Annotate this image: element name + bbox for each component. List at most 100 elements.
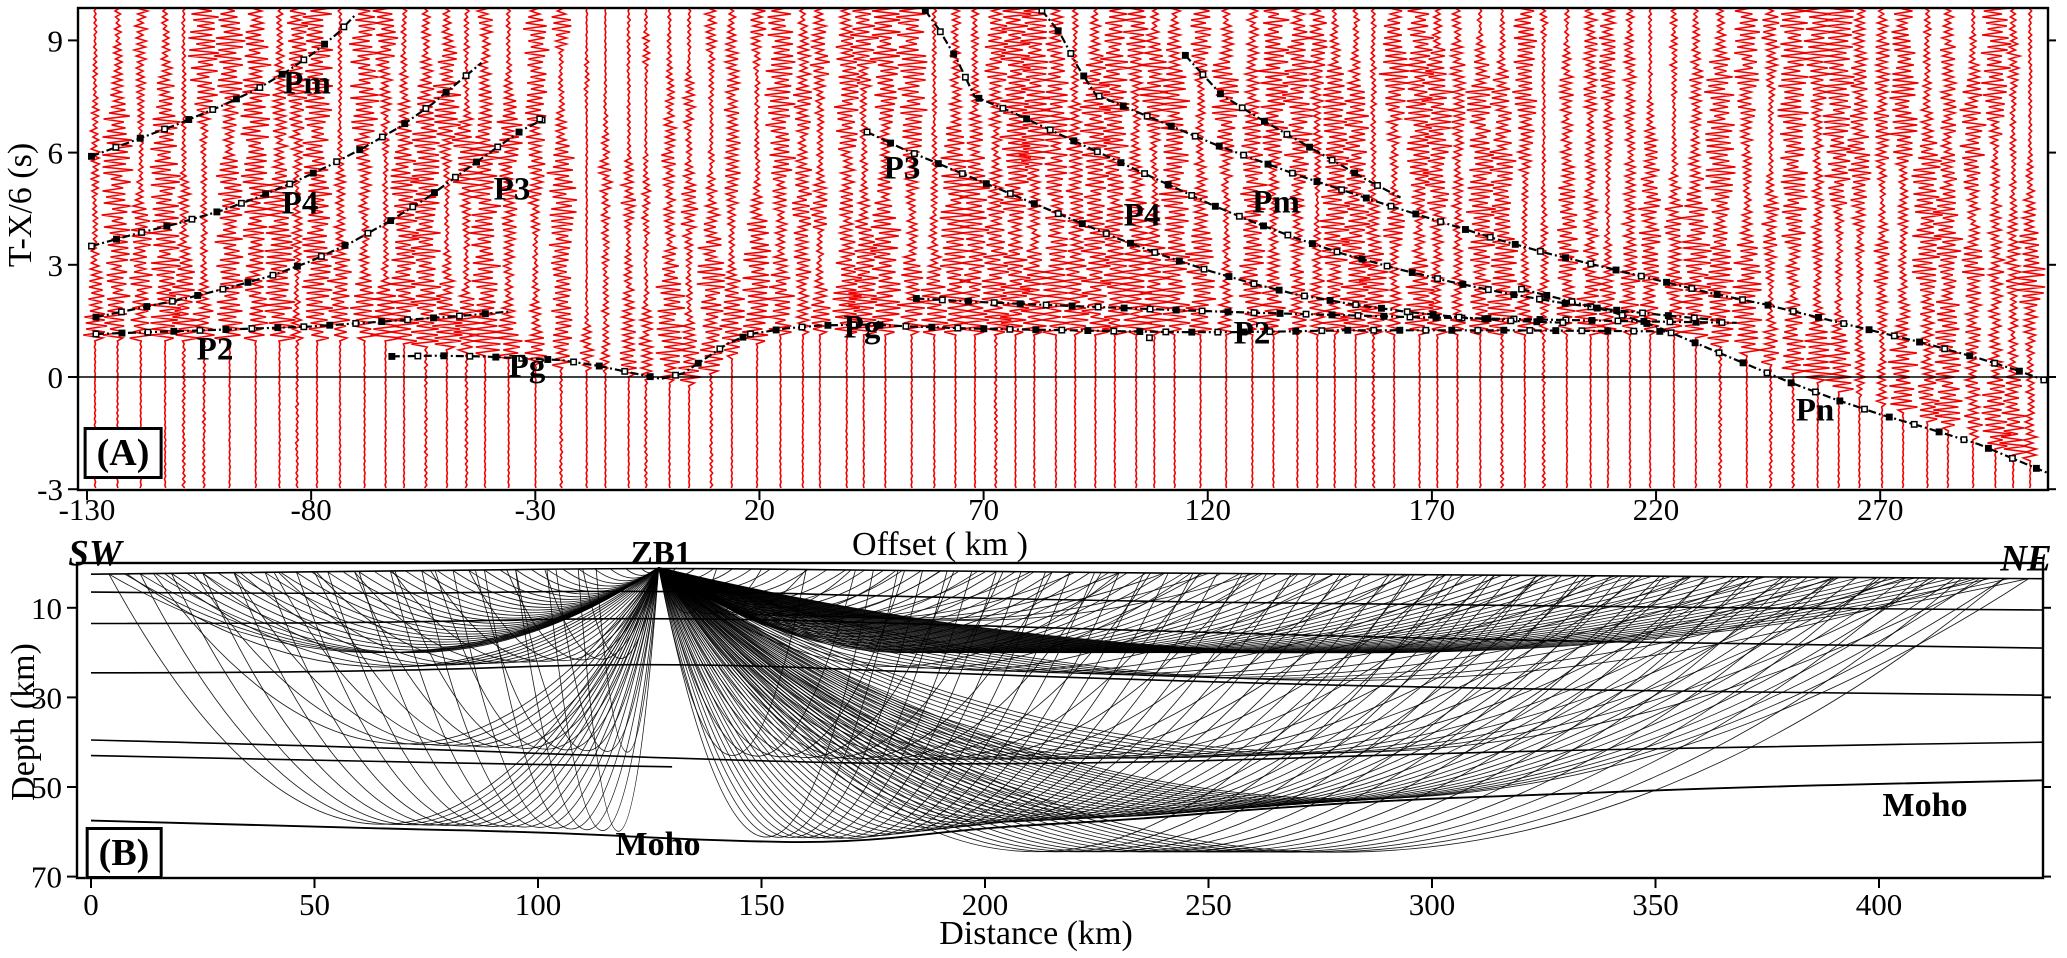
- pick-marker: [88, 152, 95, 160]
- ray: [233, 567, 660, 826]
- pick-marker: [518, 354, 526, 362]
- pick-marker: [1396, 326, 1404, 334]
- shot-point-label-zb1: ZB1: [630, 535, 692, 572]
- pick-marker: [1240, 151, 1248, 159]
- seismic-trace: [389, 8, 420, 489]
- seismic-trace: [301, 8, 334, 489]
- panel-letter-b: (B): [85, 827, 163, 879]
- pick-marker: [1058, 326, 1066, 334]
- pick-marker: [1275, 286, 1283, 294]
- x-tick-label: 50: [299, 887, 330, 922]
- pick-marker: [1030, 200, 1038, 208]
- pick-marker: [934, 160, 942, 168]
- pick-marker: [1308, 240, 1316, 248]
- ray: [658, 567, 1004, 759]
- pick-marker: [912, 295, 920, 302]
- pick-marker: [902, 322, 910, 330]
- y-tick-label: 70: [31, 860, 62, 895]
- pick-marker: [964, 297, 972, 305]
- seismic-trace: [263, 8, 296, 489]
- seismic-trace: [719, 8, 745, 489]
- seismic-traces: [83, 8, 2046, 489]
- seismic-trace: [240, 8, 272, 489]
- pick-marker: [1865, 326, 1873, 334]
- pick-marker: [1302, 310, 1310, 318]
- pick-marker: [300, 323, 308, 331]
- ray: [515, 567, 660, 752]
- seismic-trace: [792, 8, 814, 489]
- pick-marker: [112, 143, 120, 151]
- ray-paths: [108, 567, 2029, 853]
- layer-boundary-b2: [90, 617, 2043, 649]
- pick-marker: [378, 133, 386, 141]
- pick-marker: [1301, 292, 1308, 300]
- pick-marker: [1656, 327, 1664, 335]
- panel-a-y-axis-title: T-X/6 (s): [2, 142, 39, 268]
- pick-marker: [341, 241, 349, 249]
- pick-marker: [1836, 397, 1844, 405]
- pick-marker: [194, 291, 202, 299]
- pick-marker: [1102, 230, 1110, 238]
- seismic-trace: [101, 8, 134, 489]
- pick-marker: [1344, 326, 1352, 334]
- pick-marker: [300, 56, 308, 64]
- pick-marker: [387, 217, 395, 225]
- ray: [240, 567, 659, 666]
- seismic-trace: [832, 8, 863, 489]
- pick-marker: [317, 252, 325, 260]
- pick-marker: [990, 299, 998, 307]
- ray: [164, 567, 659, 667]
- pick-marker: [278, 70, 286, 78]
- pick-marker: [1960, 436, 1968, 444]
- pick-marker: [1667, 329, 1675, 337]
- pick-marker: [1718, 319, 1726, 327]
- pick-marker: [1328, 311, 1336, 319]
- pick-marker: [1146, 305, 1154, 313]
- pick-marker: [1054, 210, 1062, 218]
- pick-marker: [1333, 248, 1341, 256]
- pick-marker: [1811, 388, 1819, 396]
- seismic-trace: [1512, 8, 1538, 489]
- pick-marker: [1552, 327, 1560, 335]
- pick-marker: [168, 297, 176, 305]
- pick-marker: [1328, 156, 1336, 164]
- pick-marker: [1266, 328, 1274, 336]
- pick-marker: [188, 215, 196, 223]
- ray: [658, 567, 1095, 836]
- pick-marker: [1264, 160, 1272, 168]
- pick-marker: [1568, 298, 1576, 306]
- pick-marker: [2032, 464, 2040, 472]
- pick-marker: [747, 330, 754, 338]
- ray: [658, 567, 1594, 759]
- x-tick-label: 270: [1857, 492, 1904, 527]
- pick-marker: [388, 352, 396, 360]
- phase-label-pg: Pg: [843, 309, 881, 346]
- seismic-trace: [1759, 8, 1782, 489]
- seismic-trace: [958, 8, 991, 489]
- pick-marker: [430, 314, 437, 322]
- seismic-trace: [939, 8, 972, 489]
- seismic-trace: [1257, 8, 1290, 489]
- pick-marker: [1422, 326, 1430, 334]
- direction-label-ne: NE: [2000, 538, 2052, 580]
- travel-time-picks: [88, 8, 2048, 475]
- pick-curve-pn-right: [1521, 288, 2048, 475]
- pick-marker: [185, 116, 193, 123]
- ray: [515, 567, 660, 831]
- pick-marker: [1214, 328, 1222, 336]
- ray: [658, 567, 923, 838]
- pick-marker: [1080, 72, 1088, 80]
- pick-marker: [958, 170, 966, 178]
- pick-marker: [1188, 328, 1196, 336]
- ray: [658, 567, 905, 758]
- pick-marker: [950, 50, 958, 58]
- ray: [658, 567, 1882, 805]
- pick-marker: [1840, 320, 1848, 328]
- pick-marker: [1715, 349, 1723, 357]
- pick-marker: [1941, 345, 1949, 353]
- seismic-trace: [149, 8, 182, 489]
- layer-boundary-b3: [90, 663, 2043, 696]
- seismic-trace: [981, 8, 1012, 489]
- seismic-trace: [451, 8, 483, 489]
